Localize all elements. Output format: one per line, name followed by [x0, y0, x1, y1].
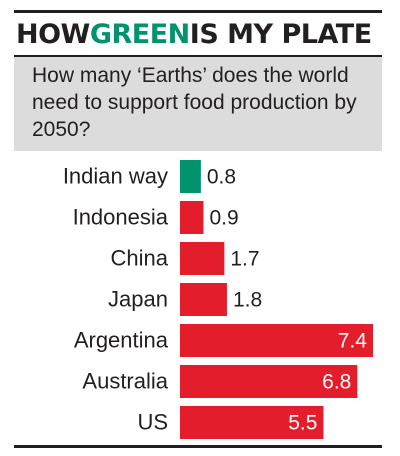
infographic-frame: HOW GREEN IS MY PLATE How many ‘Earths’ … — [14, 10, 382, 448]
bar — [180, 406, 324, 439]
category-label: Indian way — [63, 164, 168, 189]
headline-part-1: HOW — [16, 18, 90, 50]
value-label: 0.8 — [207, 166, 236, 189]
category-label: Indonesia — [73, 205, 169, 230]
headline-part-2: IS MY PLATE — [189, 18, 372, 50]
bar — [180, 160, 201, 193]
category-label: Japan — [108, 287, 168, 312]
headline-accent: GREEN — [89, 18, 190, 50]
value-label: 6.8 — [322, 371, 351, 394]
bar — [180, 365, 358, 398]
question-panel: How many ‘Earths’ does the world need to… — [14, 55, 382, 151]
bar — [180, 283, 227, 316]
category-label: Australia — [82, 369, 168, 394]
bar — [180, 324, 373, 357]
headline: HOW GREEN IS MY PLATE — [14, 13, 382, 55]
value-label: 1.7 — [230, 248, 259, 271]
value-label: 1.8 — [233, 289, 262, 312]
bar — [180, 201, 204, 234]
value-label: 0.9 — [209, 207, 238, 230]
bar — [180, 242, 225, 275]
value-label: 5.5 — [288, 412, 317, 435]
category-label: Argentina — [74, 328, 169, 353]
category-label: US — [137, 410, 168, 435]
category-label: China — [111, 246, 169, 271]
question-text: How many ‘Earths’ does the world need to… — [32, 64, 357, 141]
value-label: 7.4 — [338, 330, 368, 353]
